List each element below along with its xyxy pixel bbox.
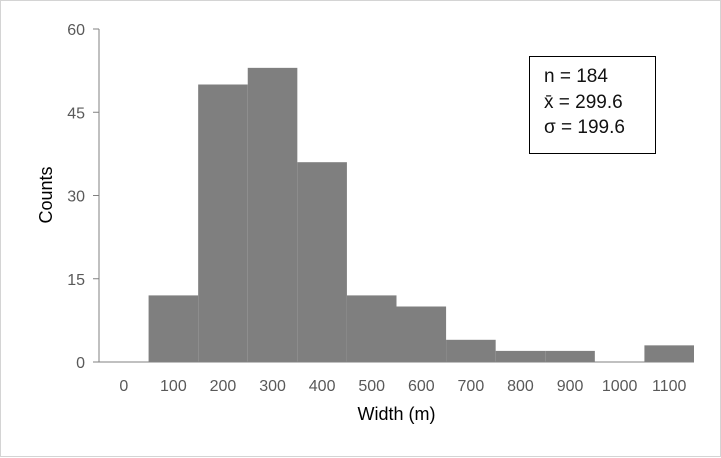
stat-mean: x̄ = 299.6 [544,91,623,113]
stats-box: n = 184 x̄ = 299.6 σ = 199.6 [529,56,656,154]
x-axis-label: Width (m) [358,404,436,424]
x-tick-label: 0 [119,378,128,395]
x-tick-label: 200 [210,378,237,395]
bars-layer [148,67,694,362]
y-tick-label: 60 [67,22,85,39]
stat-std: σ = 199.6 [544,117,625,138]
x-ticks-layer: 0 100 200 300 400 500 600 700 800 900 1000 1100 [119,378,686,395]
stat-count: n = 184 [544,66,608,87]
x-tick-label: 900 [557,378,584,395]
histogram-bar [446,339,496,362]
y-tick-label: 0 [76,355,85,372]
histogram-bar [644,345,694,362]
histogram-bar [346,295,397,362]
y-tick-label: 30 [67,189,85,206]
histogram-bar [396,306,447,362]
y-ticks-layer: 0 15 30 45 60 [67,22,99,372]
x-tick-label: 600 [408,378,435,395]
x-tick-label: 300 [259,378,286,395]
y-axis-label: Counts [36,166,56,223]
x-tick-label: 500 [358,378,385,395]
histogram-bar [198,84,248,362]
x-tick-label: 800 [507,378,534,395]
x-tick-label: 700 [458,378,485,395]
histogram-bar [148,295,199,362]
histogram-bar [297,162,347,362]
x-tick-label: 1100 [652,378,687,395]
y-tick-label: 45 [67,105,85,122]
histogram-bar [247,67,298,362]
histogram-bar [545,350,595,362]
y-tick-label: 15 [67,272,85,289]
x-tick-label: 1000 [602,378,638,395]
x-tick-label: 100 [160,378,187,395]
x-tick-label: 400 [309,378,336,395]
histogram-bar [495,350,546,362]
